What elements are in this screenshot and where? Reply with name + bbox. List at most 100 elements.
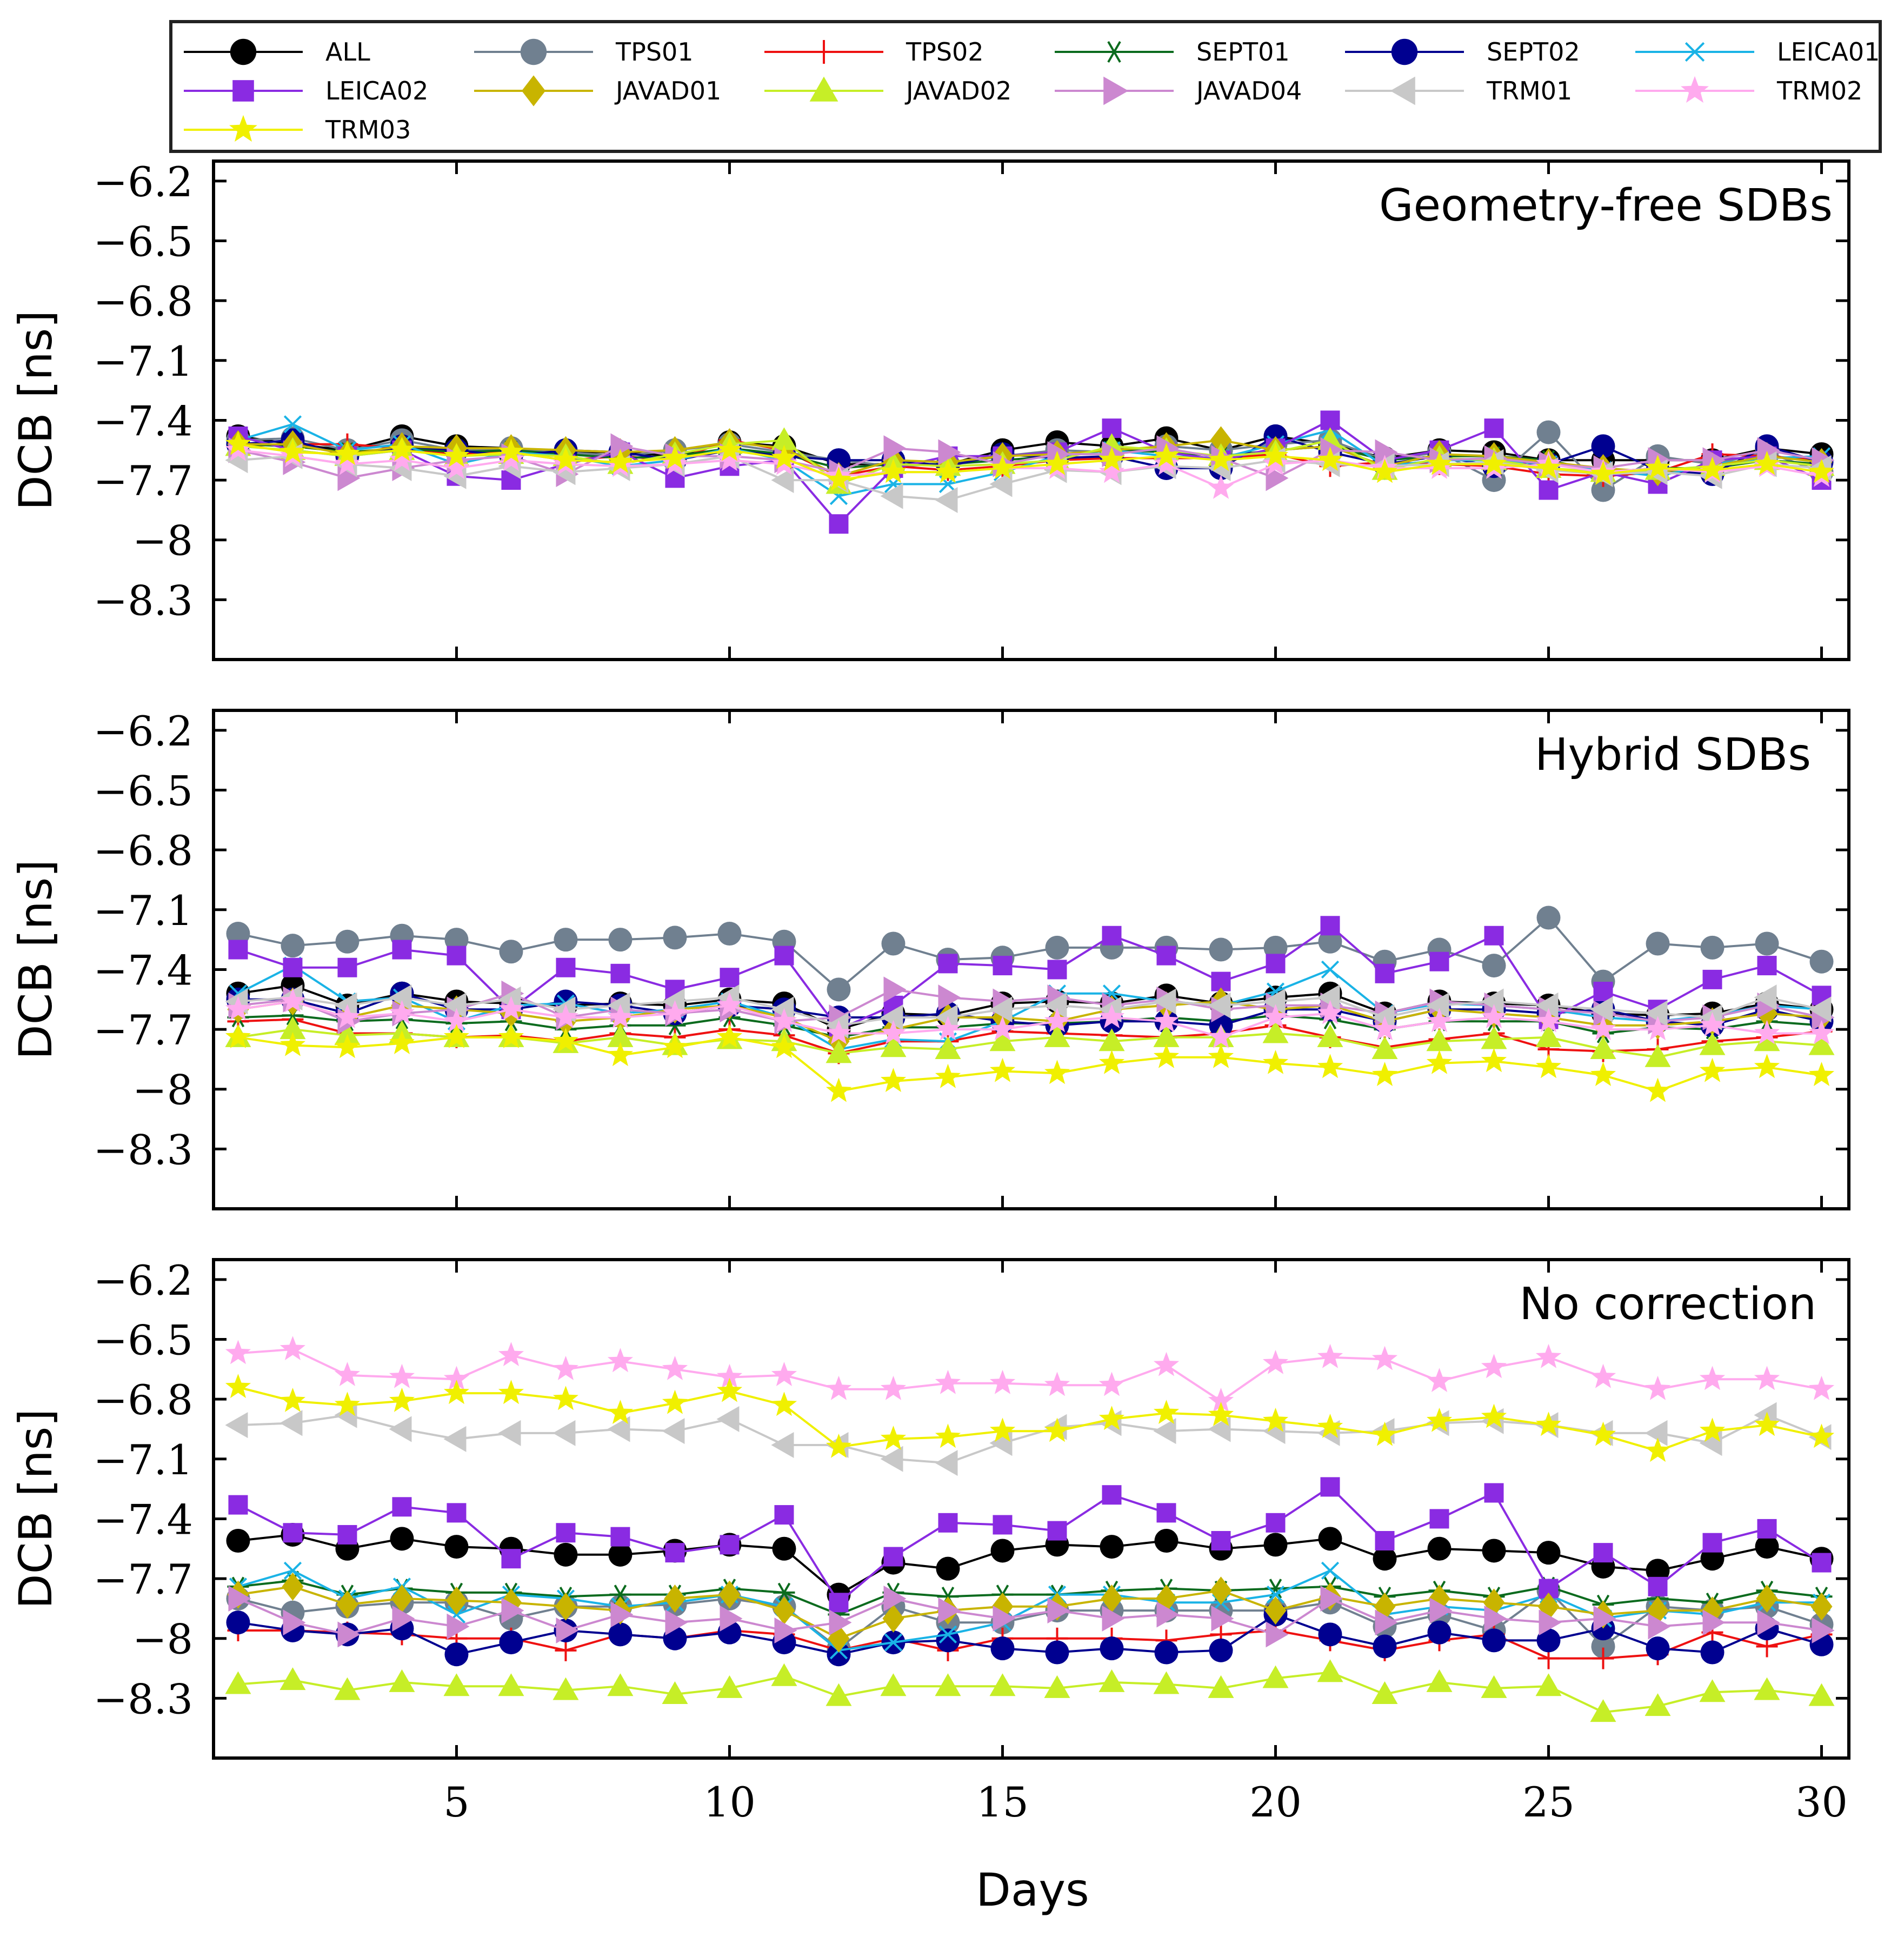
data-point <box>279 1410 303 1436</box>
series-trm03 <box>225 1024 1835 1102</box>
data-point <box>1320 916 1340 936</box>
data-point <box>1699 1011 1726 1036</box>
y-axis-label: DCB [ns] <box>9 1409 62 1609</box>
data-point <box>1591 1634 1615 1659</box>
data-point <box>283 1561 302 1580</box>
panel-no-correction: No correction DCB [ns] −6.2 −6.5 −6.8 −7.1 −… <box>9 1256 1850 1826</box>
panel-title: No correction <box>1519 1279 1816 1330</box>
data-point <box>389 984 412 1011</box>
data-point <box>990 1636 1015 1661</box>
data-point <box>1700 1640 1725 1665</box>
data-point <box>1211 1531 1231 1551</box>
data-point <box>716 1675 743 1698</box>
y-tick-label: −6.5 <box>93 1316 193 1364</box>
legend-label: JAVAD02 <box>904 76 1011 105</box>
data-point <box>1645 1420 1668 1446</box>
legend-marker-javad01 <box>522 75 545 106</box>
legend-marker-javad02 <box>809 76 838 102</box>
data-point <box>774 946 794 966</box>
data-point <box>283 1523 303 1543</box>
data-point <box>1535 1054 1562 1079</box>
data-point <box>1099 1372 1125 1396</box>
data-point <box>1702 969 1722 989</box>
data-point <box>771 1392 797 1416</box>
data-point <box>1481 1403 1507 1428</box>
data-point <box>1044 1008 1070 1033</box>
series-line <box>238 443 1822 482</box>
data-point <box>716 1406 740 1433</box>
data-point <box>1263 1533 1288 1557</box>
data-point <box>498 447 524 471</box>
data-point <box>1047 960 1067 980</box>
data-point <box>1699 1032 1726 1055</box>
data-point <box>443 1366 469 1390</box>
data-point <box>1375 963 1395 983</box>
y-tick-label: −6.8 <box>93 1376 193 1424</box>
data-point <box>1754 1028 1780 1051</box>
series-trm03 <box>225 430 1835 491</box>
legend-marker-all <box>230 38 257 65</box>
legend-marker-trm01 <box>1390 76 1415 105</box>
y-tick-label: −6.5 <box>93 218 193 266</box>
data-point <box>1044 1024 1070 1047</box>
data-point <box>880 1673 907 1696</box>
data-point <box>663 926 687 950</box>
data-point <box>1320 1477 1340 1497</box>
x-tick-label: 20 <box>1249 1778 1302 1826</box>
legend-label: ALL <box>325 37 370 66</box>
y-tick-label: −8 <box>132 517 193 565</box>
data-point <box>1044 1060 1070 1084</box>
legend: ALL TPS01 TPS02 SEPT01 SEPT02 LEICA01 LEICA02 J… <box>169 20 1882 153</box>
data-point <box>1262 1350 1289 1374</box>
data-point <box>662 1000 688 1024</box>
data-point <box>1429 1597 1453 1624</box>
data-point <box>1321 960 1340 979</box>
data-point <box>1754 450 1780 475</box>
data-point <box>1044 450 1070 475</box>
data-point <box>498 1380 524 1405</box>
data-point <box>1648 1576 1668 1596</box>
legend-label: TRM02 <box>1776 76 1862 105</box>
data-point <box>1153 1008 1180 1033</box>
data-point <box>279 438 305 463</box>
data-point <box>392 1497 412 1517</box>
data-point <box>938 1625 957 1643</box>
data-point <box>662 1356 688 1380</box>
data-point <box>1210 1576 1232 1605</box>
legend-label: TRM03 <box>325 115 411 144</box>
data-point <box>607 1673 634 1696</box>
data-point <box>989 1028 1016 1051</box>
data-point <box>1645 455 1671 479</box>
data-point <box>610 1601 634 1628</box>
data-point <box>334 1034 360 1059</box>
data-point <box>989 455 1016 479</box>
data-point <box>1757 956 1777 976</box>
data-point <box>1535 992 1559 1019</box>
data-point <box>1699 1057 1726 1082</box>
data-point <box>716 992 743 1016</box>
data-point <box>1535 1024 1562 1047</box>
data-point <box>989 1057 1016 1082</box>
series-javad04 <box>228 1585 1835 1648</box>
data-point <box>1755 931 1779 956</box>
data-point <box>279 1031 305 1056</box>
data-point <box>389 1363 415 1388</box>
data-point <box>498 1024 524 1048</box>
data-point <box>990 1539 1015 1563</box>
y-tick-label: −6.5 <box>93 767 193 815</box>
data-point <box>279 1016 306 1040</box>
data-point <box>443 992 467 1019</box>
data-point <box>443 1426 467 1452</box>
data-point <box>1317 1659 1343 1682</box>
data-point <box>1648 1613 1671 1640</box>
data-point <box>1645 1044 1671 1067</box>
data-point <box>228 1495 248 1515</box>
data-point <box>1426 1407 1453 1432</box>
data-point <box>1047 1521 1067 1541</box>
data-point <box>1045 1640 1069 1665</box>
data-point <box>283 415 302 434</box>
data-point <box>1262 988 1286 1015</box>
y-tick-label: −8.3 <box>93 1126 193 1174</box>
data-point <box>1699 456 1726 481</box>
data-point <box>1812 1617 1835 1643</box>
